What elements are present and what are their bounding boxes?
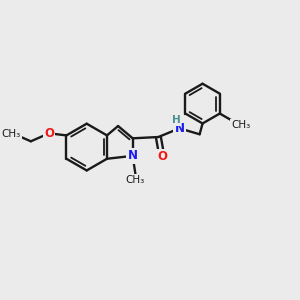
Text: N: N	[128, 149, 138, 162]
Text: CH₃: CH₃	[126, 175, 145, 185]
Text: CH₃: CH₃	[231, 120, 250, 130]
Text: N: N	[174, 122, 184, 135]
Text: O: O	[44, 127, 54, 140]
Text: H: H	[172, 115, 180, 124]
Text: O: O	[157, 150, 167, 163]
Text: CH₃: CH₃	[2, 129, 21, 139]
